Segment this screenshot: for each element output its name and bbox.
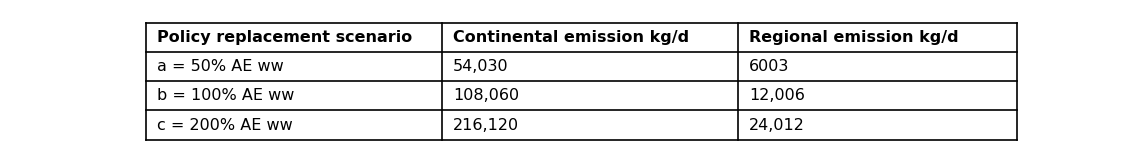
Text: a = 50% AE ww: a = 50% AE ww (157, 59, 284, 74)
Text: 24,012: 24,012 (749, 118, 805, 133)
Text: c = 200% AE ww: c = 200% AE ww (157, 118, 293, 133)
Text: Policy replacement scenario: Policy replacement scenario (157, 30, 412, 45)
Text: 6003: 6003 (749, 59, 789, 74)
Text: Continental emission kg/d: Continental emission kg/d (453, 30, 689, 45)
Text: 108,060: 108,060 (453, 88, 519, 103)
Text: 216,120: 216,120 (453, 118, 519, 133)
Text: 54,030: 54,030 (453, 59, 508, 74)
Text: 12,006: 12,006 (749, 88, 805, 103)
Text: b = 100% AE ww: b = 100% AE ww (157, 88, 294, 103)
Text: Regional emission kg/d: Regional emission kg/d (749, 30, 959, 45)
